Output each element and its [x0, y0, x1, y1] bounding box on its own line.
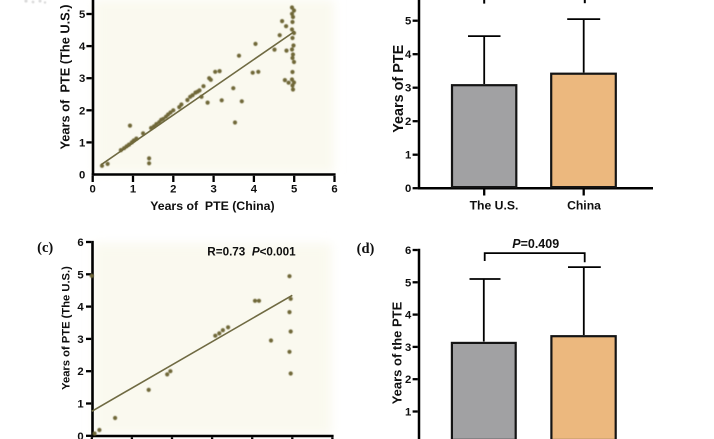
- svg-text:Years of the PTE: Years of the PTE: [389, 301, 404, 404]
- svg-text:2: 2: [405, 374, 411, 386]
- svg-text:3: 3: [77, 334, 83, 346]
- svg-text:1: 1: [130, 184, 136, 196]
- svg-text:3: 3: [405, 83, 411, 95]
- svg-text:6: 6: [77, 237, 83, 249]
- svg-text:1: 1: [77, 399, 83, 411]
- svg-text:4: 4: [77, 302, 84, 314]
- svg-text:0: 0: [405, 183, 411, 195]
- svg-text:6: 6: [405, 245, 411, 257]
- svg-text:4: 4: [405, 49, 412, 61]
- svg-text:1: 1: [79, 137, 85, 149]
- svg-text:2: 2: [405, 116, 411, 128]
- svg-text:The U.S.: The U.S.: [470, 198, 519, 212]
- svg-text:5: 5: [405, 16, 411, 28]
- svg-text:P=0.409: P=0.409: [512, 237, 559, 251]
- svg-text:6: 6: [331, 184, 337, 196]
- svg-text:5: 5: [405, 277, 411, 289]
- svg-text:2: 2: [170, 184, 176, 196]
- svg-text:3: 3: [405, 342, 411, 354]
- svg-text:5: 5: [291, 184, 297, 196]
- svg-text:(c): (c): [37, 240, 53, 256]
- svg-text:Years of PTE (The U.S.): Years of PTE (The U.S.): [58, 4, 73, 149]
- svg-text:3: 3: [79, 73, 85, 85]
- svg-text:4: 4: [251, 184, 258, 196]
- svg-text:3: 3: [210, 184, 216, 196]
- svg-text:4: 4: [405, 310, 412, 322]
- svg-text:0: 0: [77, 431, 83, 439]
- svg-text:2: 2: [77, 366, 83, 378]
- svg-text:1: 1: [405, 150, 411, 162]
- svg-text:(d): (d): [357, 241, 375, 257]
- svg-text:Years of PTE (China): Years of PTE (China): [150, 199, 274, 213]
- svg-text:Years of PTE: Years of PTE: [391, 44, 407, 132]
- svg-text:Years of PTE (The U.S.): Years of PTE (The U.S.): [61, 266, 73, 390]
- svg-text:0: 0: [90, 184, 96, 196]
- svg-text:R=0.73 P<0.001: R=0.73 P<0.001: [207, 246, 296, 259]
- svg-text:0: 0: [79, 170, 85, 182]
- svg-text:China: China: [567, 198, 601, 212]
- svg-text:1: 1: [405, 407, 411, 419]
- svg-text:2: 2: [79, 105, 85, 117]
- svg-text:5: 5: [77, 269, 83, 281]
- svg-text:4: 4: [79, 41, 86, 53]
- svg-text:5: 5: [79, 9, 85, 21]
